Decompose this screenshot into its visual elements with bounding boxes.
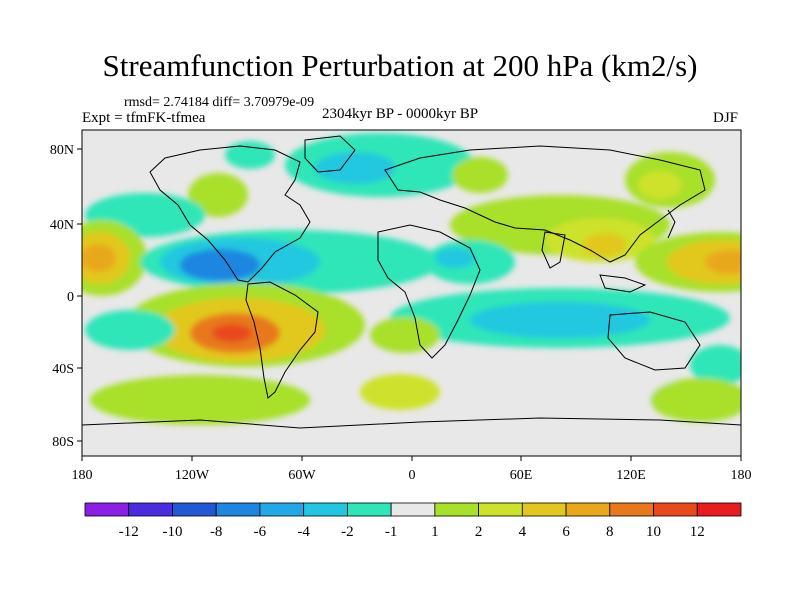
streamfunction-field: [82, 130, 741, 456]
x-tick-label: 0: [409, 468, 416, 483]
plot-title: Streamfunction Perturbation at 200 hPa (…: [102, 48, 698, 83]
colorbar-label: -12: [119, 524, 139, 540]
colorbar-swatch: [303, 502, 348, 517]
colorbar-swatch: [609, 502, 654, 517]
colorbar-swatch: [128, 502, 173, 517]
coastlines: [82, 135, 741, 429]
colorbar: -12 -10 -8 -6 -4 -2 -1 1 2 4 6 8 10 12: [84, 502, 742, 540]
colorbar-label: 1: [431, 524, 439, 540]
colorbar-label: -4: [297, 524, 310, 540]
period-label: 2304kyr BP - 0000kyr BP: [322, 106, 479, 122]
season-label: DJF: [713, 110, 739, 126]
y-tick-label: 80N: [50, 143, 74, 158]
colorbar-swatch: [478, 502, 523, 517]
x-tick-label: 180: [731, 468, 752, 483]
colorbar-label: 6: [562, 524, 570, 540]
y-tick-label: 40N: [50, 218, 74, 233]
colorbar-swatch: [434, 502, 480, 517]
colorbar-label: -2: [341, 524, 354, 540]
colorbar-swatch: [259, 502, 305, 517]
colorbar-label: 2: [475, 524, 483, 540]
y-tick-label: 40S: [52, 362, 74, 377]
x-tick-label: 120E: [616, 468, 646, 483]
colorbar-swatch: [172, 502, 217, 517]
x-tick-label: 60W: [288, 468, 316, 483]
colorbar-label: -8: [210, 524, 223, 540]
experiment-label: Expt = tfmFK-tfmea: [82, 110, 206, 126]
y-tick-label: 0: [67, 290, 74, 305]
colorbar-swatch: [653, 502, 698, 517]
x-tick-label: 120W: [175, 468, 210, 483]
colorbar-swatch: [84, 502, 130, 517]
colorbar-swatch: [390, 502, 436, 517]
colorbar-label: 4: [519, 524, 527, 540]
y-tick-label: 80S: [52, 435, 74, 450]
colorbar-swatch: [565, 502, 611, 517]
x-tick-label: 60E: [510, 468, 533, 483]
colorbar-label: -10: [162, 524, 182, 540]
colorbar-label: 10: [646, 524, 661, 540]
colorbar-label: 12: [690, 524, 705, 540]
colorbar-label: -1: [385, 524, 398, 540]
colorbar-label: 8: [606, 524, 614, 540]
colorbar-swatch: [696, 502, 742, 517]
colorbar-swatch: [521, 502, 567, 517]
colorbar-swatch: [346, 502, 392, 517]
statistics-label: rmsd= 2.74184 diff= 3.70979e-09: [124, 95, 315, 110]
x-tick-label: 180: [72, 468, 93, 483]
colorbar-swatch: [215, 502, 261, 517]
colorbar-label: -6: [254, 524, 267, 540]
